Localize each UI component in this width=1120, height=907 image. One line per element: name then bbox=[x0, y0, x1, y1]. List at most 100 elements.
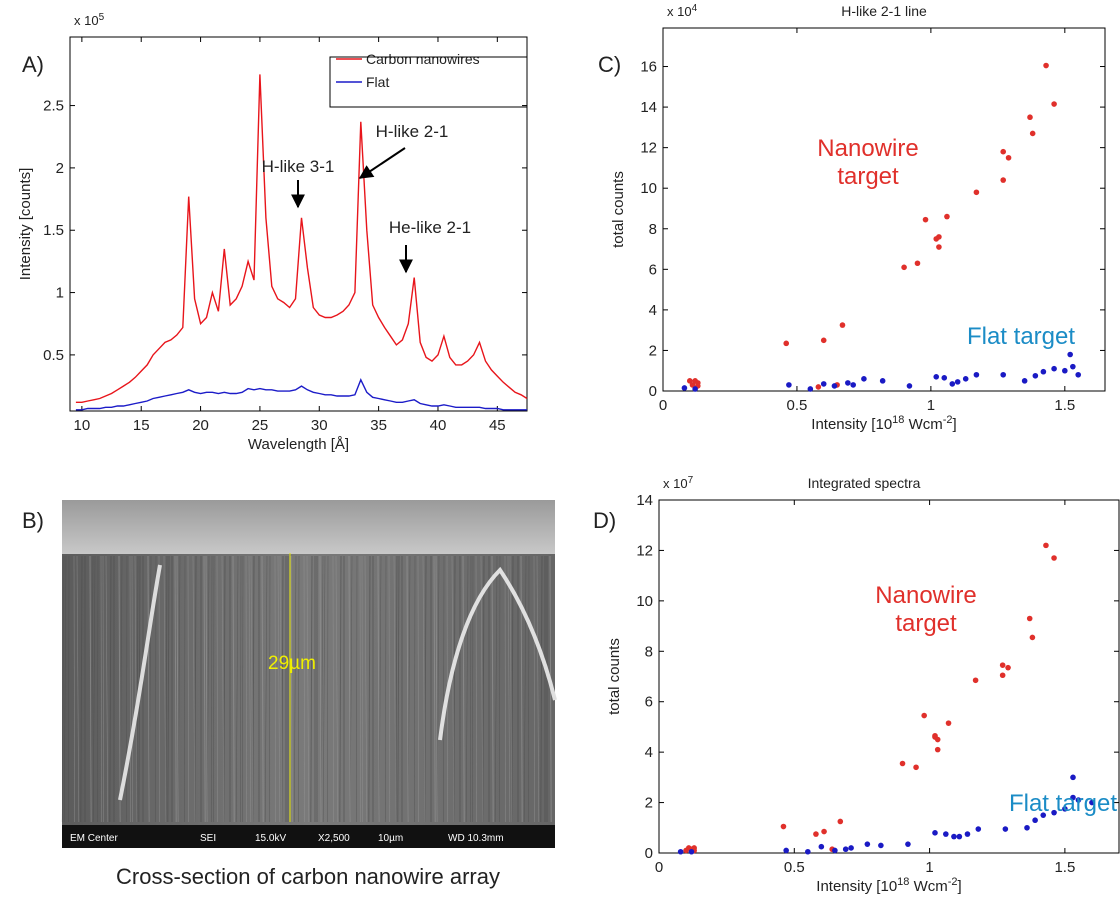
fiber bbox=[174, 555, 177, 823]
label-part: Intensity [10 bbox=[816, 878, 897, 895]
point bbox=[945, 720, 952, 726]
axis-scale-exp: 4 bbox=[692, 3, 698, 14]
point bbox=[999, 662, 1006, 668]
fiber bbox=[248, 555, 252, 823]
fiber bbox=[356, 555, 358, 823]
point bbox=[913, 764, 919, 771]
fiber bbox=[395, 555, 398, 823]
axis-scale: x 104 bbox=[667, 3, 698, 20]
point bbox=[951, 833, 957, 840]
point bbox=[914, 260, 921, 267]
fiber bbox=[377, 555, 380, 823]
point bbox=[936, 234, 942, 240]
superscript: -2 bbox=[943, 414, 953, 426]
point bbox=[1051, 555, 1057, 561]
point bbox=[677, 848, 684, 855]
fiber bbox=[274, 555, 276, 823]
point bbox=[1075, 371, 1082, 378]
point bbox=[861, 376, 867, 382]
fiber bbox=[435, 555, 438, 823]
fiber bbox=[279, 555, 283, 823]
fiber bbox=[129, 555, 131, 823]
point bbox=[686, 378, 693, 384]
point bbox=[1075, 797, 1082, 803]
point bbox=[1062, 806, 1068, 812]
point bbox=[837, 818, 844, 825]
plot-frame bbox=[662, 27, 1106, 392]
y-tick-label: 2.5 bbox=[43, 98, 64, 115]
point bbox=[1089, 799, 1095, 806]
fiber bbox=[211, 555, 213, 823]
fiber bbox=[194, 555, 197, 823]
y-tick-label: 0.5 bbox=[43, 347, 64, 364]
fiber bbox=[470, 555, 472, 823]
fiber bbox=[131, 555, 133, 823]
fiber bbox=[109, 555, 112, 823]
fiber bbox=[465, 555, 469, 823]
point bbox=[1024, 824, 1030, 831]
fiber bbox=[385, 555, 387, 823]
point bbox=[1067, 351, 1073, 358]
series-label: Nanowire target bbox=[817, 135, 919, 190]
legend-label: Carbon nanowires bbox=[366, 51, 480, 67]
fiber bbox=[192, 555, 196, 823]
fiber bbox=[388, 555, 390, 823]
point bbox=[905, 841, 911, 847]
legend-label: Flat bbox=[366, 74, 389, 90]
point bbox=[936, 244, 942, 250]
axis-scale-exp: 5 bbox=[99, 12, 105, 23]
fiber bbox=[63, 555, 67, 823]
y-tick-label: 0 bbox=[649, 383, 657, 400]
fiber bbox=[242, 555, 244, 823]
fiber bbox=[491, 555, 494, 823]
fiber bbox=[290, 555, 293, 823]
fiber bbox=[335, 555, 339, 823]
fiber bbox=[97, 555, 99, 823]
x-tick-label: 20 bbox=[192, 417, 209, 434]
point bbox=[780, 823, 787, 830]
fiber bbox=[100, 555, 102, 823]
fiber bbox=[424, 555, 427, 823]
series-label: Flat target bbox=[966, 323, 1076, 350]
point bbox=[1005, 154, 1012, 161]
y-tick-label: 2 bbox=[645, 795, 653, 812]
fiber bbox=[298, 555, 300, 823]
point bbox=[831, 383, 838, 389]
fiber bbox=[417, 555, 419, 823]
point bbox=[1000, 177, 1007, 183]
point bbox=[805, 848, 811, 855]
fiber bbox=[364, 555, 368, 823]
x-tick-label: 0.5 bbox=[784, 859, 805, 876]
x-tick-label: 35 bbox=[370, 417, 387, 434]
fiber bbox=[528, 555, 530, 823]
x-axis-label: Wavelength [Å] bbox=[248, 436, 349, 453]
point bbox=[850, 382, 856, 388]
y-tick-label: 2 bbox=[56, 160, 64, 177]
series-label: Nanowire target bbox=[875, 582, 977, 637]
point bbox=[941, 375, 948, 381]
fiber bbox=[509, 555, 513, 823]
y-tick-label: 0 bbox=[645, 845, 653, 862]
axis-scale: x 107 bbox=[663, 475, 694, 492]
fiber bbox=[269, 555, 271, 823]
x-tick-label: 10 bbox=[74, 417, 91, 434]
caption: Cross-section of carbon nanowire array bbox=[116, 864, 500, 889]
fiber bbox=[504, 555, 506, 823]
point bbox=[864, 841, 871, 847]
point bbox=[922, 216, 929, 223]
point bbox=[1027, 114, 1033, 121]
fiber bbox=[261, 555, 264, 823]
point bbox=[999, 672, 1006, 679]
point bbox=[962, 376, 969, 382]
axis-scale-base: x 10 bbox=[663, 476, 688, 491]
point bbox=[786, 382, 792, 388]
point bbox=[1040, 812, 1047, 818]
fiber bbox=[507, 555, 511, 823]
fiber bbox=[536, 555, 540, 823]
point bbox=[1000, 371, 1007, 378]
label-part: Intensity [10 bbox=[811, 416, 892, 433]
point bbox=[821, 828, 827, 835]
y-tick-label: 1.5 bbox=[43, 222, 64, 239]
fiber bbox=[252, 555, 255, 823]
plot-frame bbox=[69, 36, 528, 412]
